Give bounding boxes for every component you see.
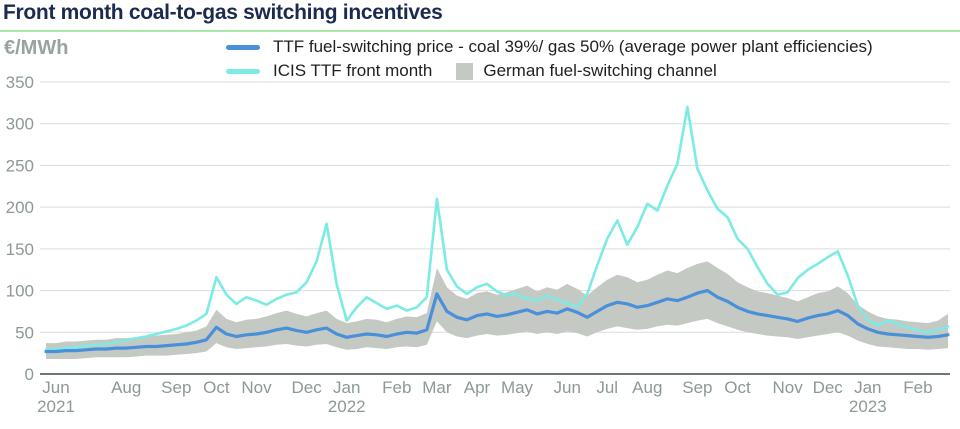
y-tick-label: 200: [6, 198, 34, 217]
x-tick-label: Jul: [596, 378, 618, 397]
y-tick-label: 50: [15, 323, 34, 342]
x-tick-label: Dec: [813, 378, 844, 397]
legend-row-2: ICIS TTF front month German fuel-switchi…: [226, 59, 873, 83]
x-tick-label: Aug: [632, 378, 662, 397]
line-icis-ttf-front-month: [44, 105, 950, 352]
x-tick-label: Jun: [553, 378, 580, 397]
x-tick-label: Sep: [161, 378, 191, 397]
x-tick-year-label: 2021: [37, 397, 75, 416]
legend-swatch-german-channel-square: [456, 62, 474, 80]
chart-legend: TTF fuel-switching price - coal 39%/ gas…: [226, 35, 873, 83]
legend-label-german-channel: German fuel-switching channel: [483, 61, 717, 80]
x-tick-label: Oct: [203, 378, 230, 397]
title-underline-rule: [0, 30, 960, 32]
x-tick-year-label: 2022: [328, 397, 366, 416]
x-tick-label: Feb: [903, 378, 932, 397]
legend-row-1: TTF fuel-switching price - coal 39%/ gas…: [226, 35, 873, 59]
x-tick-label: Nov: [241, 378, 272, 397]
band-german-fuel-switching-channel: [46, 261, 948, 359]
x-tick-label: Sep: [682, 378, 712, 397]
x-tick-label: Nov: [772, 378, 803, 397]
x-tick-label: May: [501, 378, 534, 397]
x-tick-label: Jan: [854, 378, 881, 397]
y-tick-label: 250: [6, 156, 34, 175]
x-tick-label: Dec: [291, 378, 322, 397]
legend-swatch-ttf-fuel-switching-line: [226, 44, 260, 50]
y-tick-label: 100: [6, 282, 34, 301]
x-tick-label: Feb: [382, 378, 411, 397]
x-tick-year-label: 2023: [849, 397, 887, 416]
x-tick-label: Jun: [42, 378, 69, 397]
x-tick-label: Aug: [111, 378, 141, 397]
line-ttf-fuel-switching-price: [44, 289, 950, 354]
y-tick-label: 300: [6, 115, 34, 134]
chart-title: Front month coal-to-gas switching incent…: [3, 1, 443, 24]
y-tick-label: 350: [6, 73, 34, 92]
x-tick-label: Apr: [464, 378, 491, 397]
x-tick-label: Jan: [333, 378, 360, 397]
y-tick-label: 0: [25, 365, 34, 384]
x-tick-label: Oct: [724, 378, 751, 397]
y-tick-label: 150: [6, 240, 34, 259]
x-tick-label: Mar: [422, 378, 452, 397]
legend-swatch-icis-ttf-line: [226, 68, 260, 74]
legend-label-icis-ttf: ICIS TTF front month: [273, 61, 433, 80]
legend-label-ttf-fuel-switching: TTF fuel-switching price - coal 39%/ gas…: [273, 37, 873, 56]
y-axis-unit-label: €/MWh: [4, 37, 69, 59]
